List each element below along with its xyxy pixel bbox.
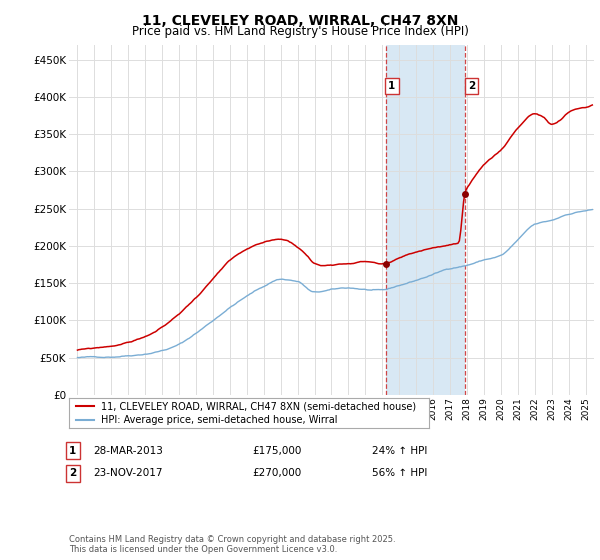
HPI: Average price, semi-detached house, Wirral: (2.02e+03, 2.11e+05): Average price, semi-detached house, Wirr… (517, 234, 524, 241)
Text: 23-NOV-2017: 23-NOV-2017 (93, 468, 163, 478)
Text: 11, CLEVELEY ROAD, WIRRAL, CH47 8XN (semi-detached house): 11, CLEVELEY ROAD, WIRRAL, CH47 8XN (sem… (101, 401, 416, 411)
11, CLEVELEY ROAD, WIRRAL, CH47 8XN (semi-detached house) (74, 347, 81, 353)
Line: HPI: Average price, semi-detached house, Wirral: HPI: Average price, semi-detached house,… (77, 209, 592, 358)
Text: £175,000: £175,000 (252, 446, 301, 456)
11, CLEVELEY ROAD, WIRRAL, CH47 8XN (semi-detached house) (515, 124, 523, 130)
Text: 28-MAR-2013: 28-MAR-2013 (93, 446, 163, 456)
11, CLEVELEY ROAD, WIRRAL, CH47 8XN (semi-detached house) (279, 236, 286, 243)
Line: 11, CLEVELEY ROAD, WIRRAL, CH47 8XN (semi-detached house): 11, CLEVELEY ROAD, WIRRAL, CH47 8XN (sem… (77, 105, 592, 350)
HPI: Average price, semi-detached house, Wirral: (2e+03, 7.5e+04): Average price, semi-detached house, Wirr… (184, 335, 191, 342)
HPI: Average price, semi-detached house, Wirral: (2.01e+03, 1.54e+05): Average price, semi-detached house, Wirr… (283, 277, 290, 283)
11, CLEVELEY ROAD, WIRRAL, CH47 8XN (semi-detached house) (565, 109, 572, 116)
Text: 56% ↑ HPI: 56% ↑ HPI (372, 468, 427, 478)
Text: 2: 2 (69, 468, 76, 478)
HPI: Average price, semi-detached house, Wirral: (2e+03, 1.07e+05): Average price, semi-detached house, Wirr… (217, 312, 224, 319)
Text: Contains HM Land Registry data © Crown copyright and database right 2025.
This d: Contains HM Land Registry data © Crown c… (69, 535, 395, 554)
HPI: Average price, semi-detached house, Wirral: (2.02e+03, 2.42e+05): Average price, semi-detached house, Wirr… (566, 211, 573, 218)
11, CLEVELEY ROAD, WIRRAL, CH47 8XN (semi-detached house) (183, 304, 190, 310)
Text: 2: 2 (468, 81, 475, 91)
Text: 24% ↑ HPI: 24% ↑ HPI (372, 446, 427, 456)
Text: 1: 1 (388, 81, 395, 91)
11, CLEVELEY ROAD, WIRRAL, CH47 8XN (semi-detached house) (589, 101, 596, 108)
HPI: Average price, semi-detached house, Wirral: (2e+03, 5e+04): Average price, semi-detached house, Wirr… (74, 354, 81, 361)
Bar (386, 45, 465, 395)
HPI: Average price, semi-detached house, Wirral: (2e+03, 5e+04): Average price, semi-detached house, Wirr… (75, 354, 82, 361)
11, CLEVELEY ROAD, WIRRAL, CH47 8XN (semi-detached house) (215, 269, 223, 276)
Text: HPI: Average price, semi-detached house, Wirral: HPI: Average price, semi-detached house,… (101, 415, 338, 425)
11, CLEVELEY ROAD, WIRRAL, CH47 8XN (semi-detached house) (282, 237, 289, 244)
Text: £270,000: £270,000 (252, 468, 301, 478)
Text: 11, CLEVELEY ROAD, WIRRAL, CH47 8XN: 11, CLEVELEY ROAD, WIRRAL, CH47 8XN (142, 14, 458, 28)
HPI: Average price, semi-detached house, Wirral: (2.01e+03, 1.55e+05): Average price, semi-detached house, Wirr… (280, 276, 287, 283)
HPI: Average price, semi-detached house, Wirral: (2.03e+03, 2.49e+05): Average price, semi-detached house, Wirr… (589, 206, 596, 213)
Text: Price paid vs. HM Land Registry's House Price Index (HPI): Price paid vs. HM Land Registry's House … (131, 25, 469, 38)
Text: 1: 1 (69, 446, 76, 456)
